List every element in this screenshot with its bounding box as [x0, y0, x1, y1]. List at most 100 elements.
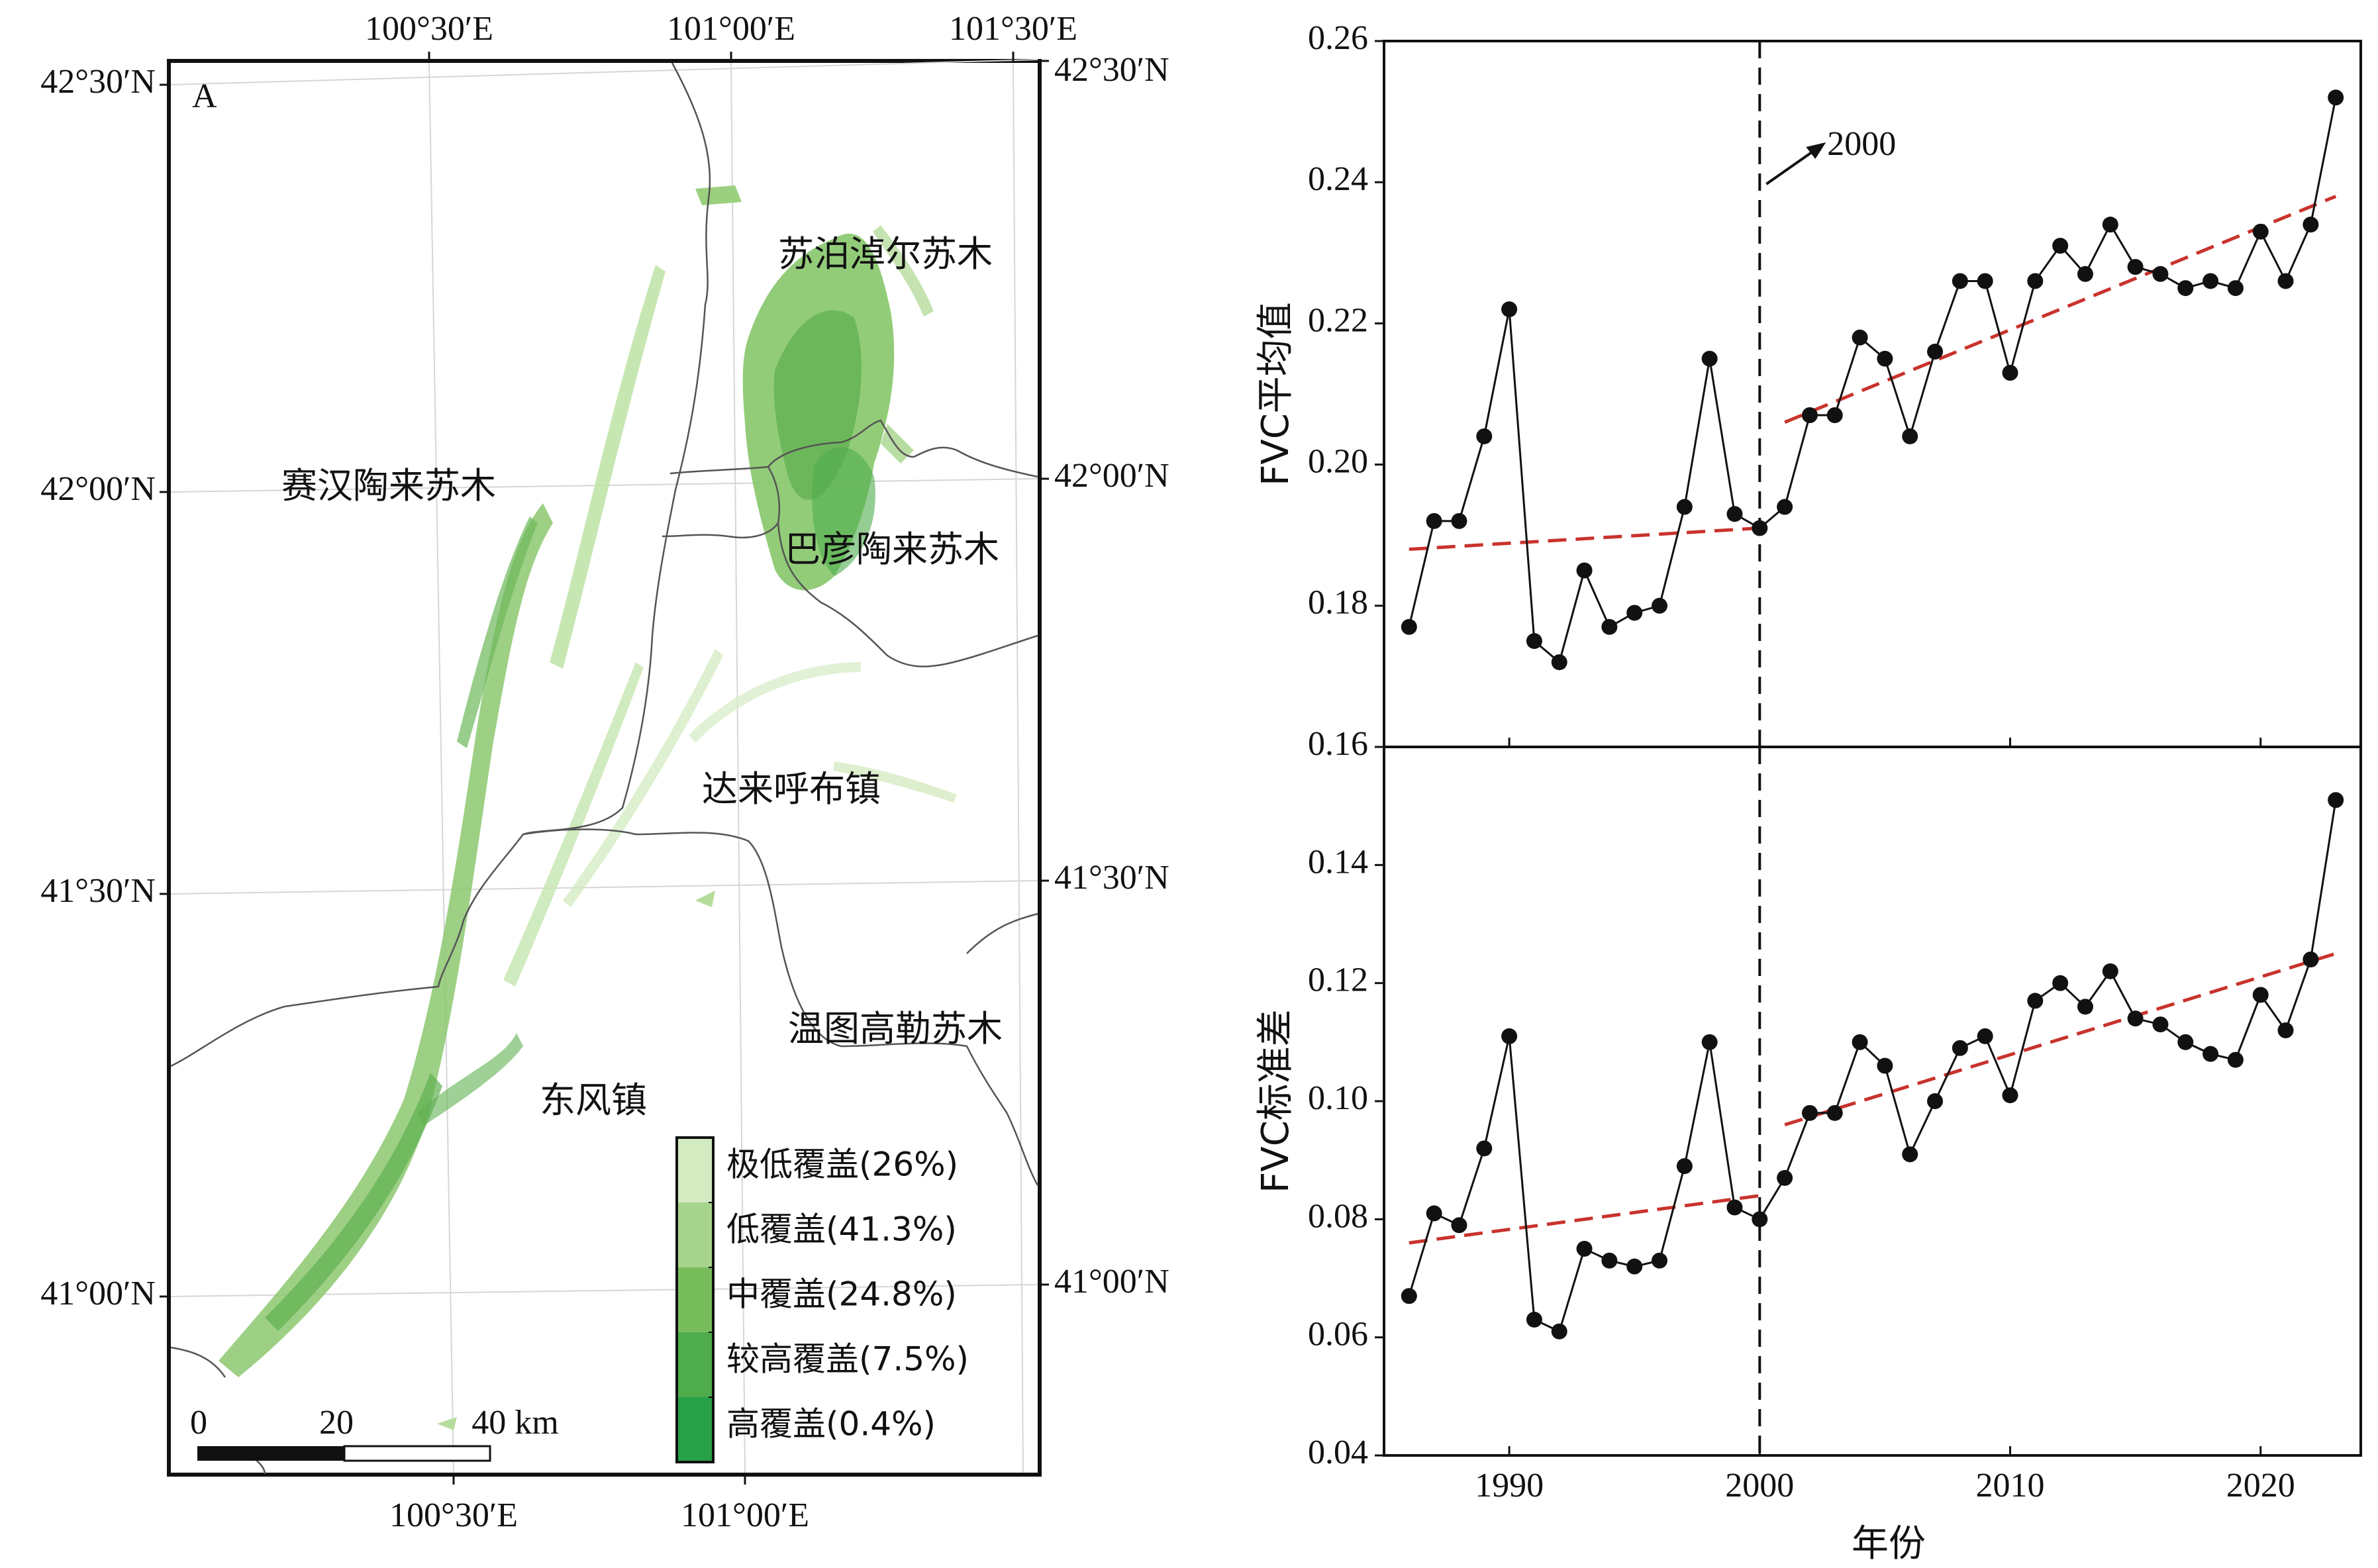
mean-point-1993 [1576, 562, 1593, 579]
legend-ticks [709, 1202, 713, 1398]
std-xtick-label: 2000 [1725, 1467, 1794, 1504]
std-ytick-label: 0.06 [1308, 1316, 1368, 1353]
lon-top-100-30: 100°30′E [365, 10, 493, 48]
std-point-1999 [1726, 1199, 1743, 1216]
std-point-1992 [1551, 1323, 1567, 1340]
mean-point-2008 [1952, 273, 1968, 289]
vegetation-cover-patches [219, 185, 957, 1430]
mean-point-1998 [1701, 350, 1718, 367]
lon-top-101-30: 101°30′E [949, 10, 1077, 48]
std-point-2001 [1777, 1169, 1793, 1186]
std-point-2011 [2027, 993, 2044, 1009]
mean-point-1997 [1676, 499, 1693, 515]
std-point-1993 [1576, 1240, 1593, 1257]
mean-trend-line-post [1784, 195, 2337, 424]
mean-point-2012 [2052, 238, 2069, 254]
std-point-1989 [1476, 1140, 1493, 1157]
mean-point-2020 [2252, 223, 2269, 240]
mean-point-2001 [1777, 499, 1793, 515]
std-point-1986 [1401, 1288, 1417, 1304]
scale-label-40km: 40 km [471, 1404, 558, 1442]
std-ytick-label: 0.12 [1308, 961, 1368, 999]
lon-top-101-00: 101°00′E [667, 10, 795, 48]
mean-point-2006 [1902, 428, 1918, 444]
panel-label: A [192, 77, 217, 115]
std-point-2000 [1752, 1211, 1768, 1228]
std-point-2003 [1826, 1104, 1843, 1121]
lat-left-41-00: 41°00′N [40, 1275, 156, 1312]
graticule [170, 59, 1038, 1473]
mean-point-2014 [2102, 217, 2118, 233]
std-point-2022 [2303, 952, 2319, 967]
std-point-2009 [1977, 1028, 1993, 1044]
std-ytick-label: 0.14 [1308, 843, 1368, 881]
legend-swatch-2 [677, 1267, 713, 1332]
std-series-line [1408, 800, 2337, 1333]
std-y-axis-title: FVC标准差 [1254, 1009, 1297, 1193]
mean-point-1989 [1476, 428, 1493, 444]
mean-point-2004 [1852, 329, 1868, 346]
std-ytick-label: 0.04 [1308, 1434, 1368, 1471]
mean-point-2017 [2177, 280, 2194, 297]
lat-left-42-30: 42°30′N [40, 63, 156, 101]
legend-swatch-3 [677, 1332, 713, 1397]
std-trend-line-pre [1409, 1194, 1760, 1245]
std-point-2018 [2203, 1046, 2219, 1062]
std-point-1998 [1701, 1034, 1718, 1050]
std-point-1991 [1526, 1311, 1542, 1328]
std-point-1988 [1451, 1217, 1467, 1234]
mean-trend-line-pre [1409, 526, 1760, 552]
std-plot-frame [1383, 746, 2362, 1457]
std-point-2019 [2227, 1052, 2244, 1068]
place-bayan-taolai: 巴彦陶来苏木 [785, 528, 999, 570]
std-point-2007 [1927, 1093, 1944, 1109]
std-point-1996 [1652, 1252, 1668, 1269]
mean-y-axis-title: FVC平均值 [1254, 302, 1297, 486]
std-point-2016 [2152, 1016, 2169, 1033]
legend-swatch-4 [677, 1397, 713, 1462]
mean-point-1990 [1501, 301, 1518, 318]
mean-point-2003 [1826, 407, 1843, 423]
std-point-2010 [2002, 1087, 2018, 1104]
std-point-2012 [2052, 975, 2069, 991]
mean-ytick-label: 0.20 [1308, 443, 1368, 481]
mean-ytick-label: 0.22 [1308, 301, 1368, 339]
mean-point-2016 [2152, 266, 2169, 282]
std-point-1994 [1601, 1252, 1618, 1269]
mean-ytick-label: 0.24 [1308, 160, 1368, 198]
legend-frame [675, 1136, 715, 1463]
admin-boundaries [170, 62, 1039, 1475]
std-xtick-label: 2020 [2226, 1467, 2295, 1504]
mean-point-1995 [1626, 605, 1643, 621]
mean-point-1986 [1401, 618, 1417, 635]
std-point-1997 [1676, 1158, 1693, 1175]
mean-point-2015 [2127, 259, 2144, 275]
mean-point-1991 [1526, 633, 1542, 650]
std-trend-line-post [1784, 952, 2336, 1127]
std-point-2020 [2252, 987, 2269, 1003]
std-xtick-label: 2010 [1976, 1467, 2045, 1504]
x-axis-title: 年份 [1852, 1522, 1926, 1565]
std-ytick-label: 0.10 [1308, 1079, 1368, 1117]
mean-point-2005 [1877, 350, 1893, 367]
std-point-2014 [2102, 963, 2118, 979]
map-tick-marks [160, 52, 1049, 1485]
mean-point-1994 [1601, 618, 1618, 635]
mean-point-2007 [1927, 344, 1944, 360]
std-point-2021 [2277, 1022, 2294, 1038]
fvc-std-chart: 0.04 0.06 0.08 0.10 0.12 0.14 1990 2000 2010 2020… [1254, 746, 2362, 1504]
mean-point-2022 [2303, 217, 2319, 233]
std-point-2015 [2127, 1010, 2144, 1027]
std-point-2004 [1852, 1034, 1868, 1050]
lat-left-41-30: 41°30′N [40, 872, 156, 910]
mean-annotation-label: 2000 [1827, 125, 1896, 163]
std-point-1990 [1501, 1028, 1518, 1044]
scale-bar-black [197, 1446, 344, 1461]
mean-point-2011 [2027, 273, 2044, 289]
std-point-2008 [1952, 1040, 1968, 1056]
place-saihan-taolai: 赛汉陶来苏木 [281, 465, 496, 507]
mean-point-2000 [1752, 520, 1768, 536]
place-dongfeng: 东风镇 [540, 1079, 647, 1121]
mean-point-2013 [2077, 266, 2093, 282]
mean-point-2021 [2277, 273, 2294, 289]
